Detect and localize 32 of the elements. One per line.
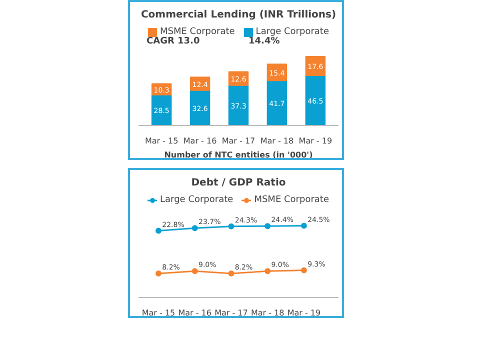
bar [228,84,249,126]
x-tick-label: Mar - 17 [214,308,248,318]
bar [305,56,326,76]
bar [266,80,288,126]
point [228,223,234,230]
x-tick-label: Mar - 19 [298,136,332,146]
bar [305,74,326,126]
x-tick-label: Mar - 19 [287,308,321,318]
point [156,228,162,234]
point [264,268,271,274]
point [156,270,162,276]
x-tick-label: Mar - 17 [222,136,256,146]
point [300,222,307,229]
x-tick-label: Mar - 15 [142,308,176,318]
text: CAGR 13.0 [146,36,200,46]
legend-label: MSME Corporate [160,27,235,37]
chart-title: Debt / GDP Ratio [191,178,286,188]
chart-title: Commercial Lending (INR Trillions) [140,10,336,20]
legend-label: Large Corporate [160,195,234,205]
point [228,270,234,276]
point [264,223,271,230]
x-tick-label: Mar - 16 [183,136,217,146]
point [300,267,307,274]
point [192,225,198,232]
text: 14.4% [248,36,280,46]
legend-label: MSME Corporate [254,195,329,205]
x-tick-label: Mar - 18 [260,136,294,146]
x-tick-label: Mar - 15 [144,136,178,146]
legend-label: Large Corporate [256,27,329,37]
x-tick-label: Mar - 18 [250,308,284,318]
point [192,268,198,274]
x-tick-label: Mar - 16 [178,308,212,318]
